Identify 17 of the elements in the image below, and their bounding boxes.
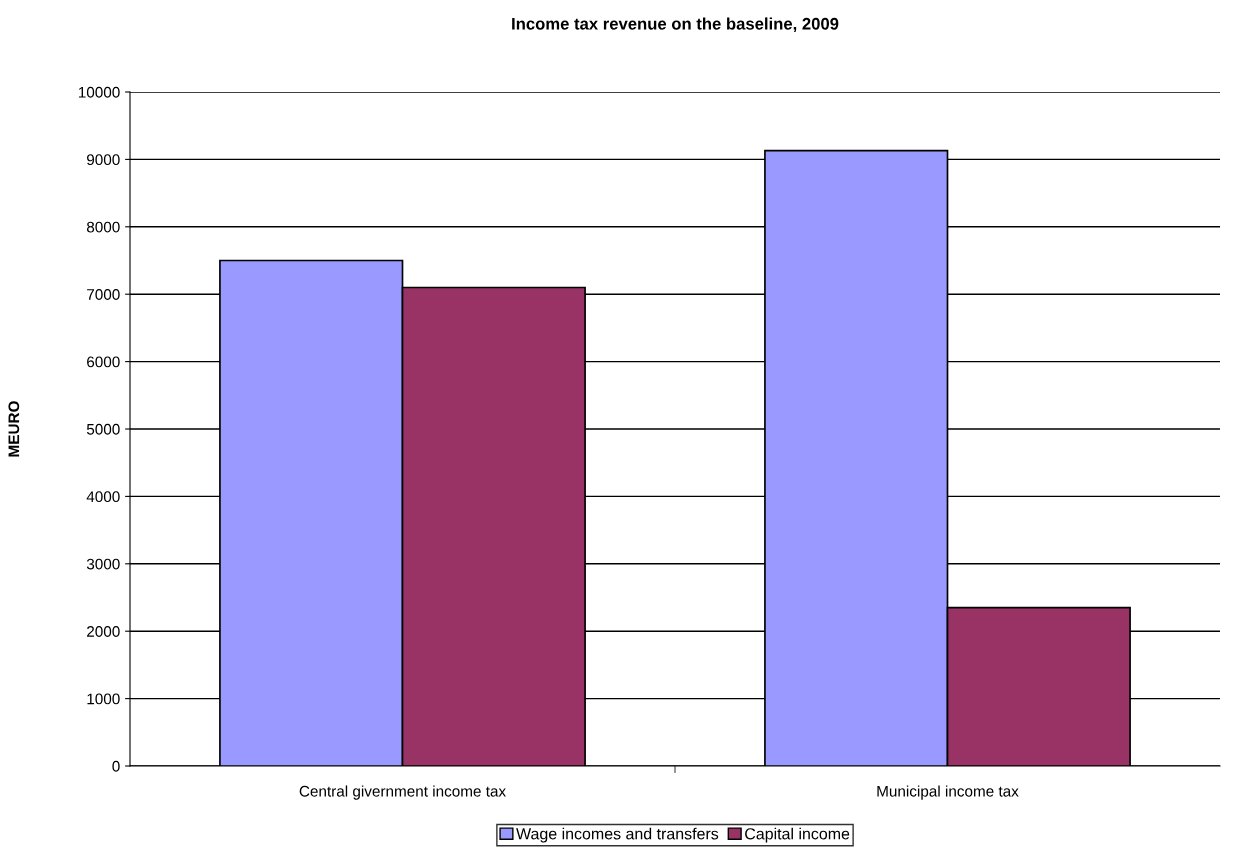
legend-label: Capital income (745, 827, 850, 843)
y-tick-label: 4000 (86, 491, 120, 503)
x-tick-label: Central givernment income tax (299, 785, 506, 800)
y-tick-label: 7000 (87, 289, 120, 300)
y-axis-title: MEURO (8, 401, 20, 457)
y-tick-label: 5000 (86, 423, 120, 435)
y-tick-label: 3000 (86, 558, 120, 570)
legend-label: Wage incomes and transfers (516, 827, 719, 843)
y-tick-label: 8000 (86, 221, 120, 233)
y-tick-label: 1000 (87, 693, 120, 705)
chart-title: Income tax revenue on the baseline, 2009 (512, 17, 839, 33)
y-tick-label: 9000 (87, 154, 120, 166)
y-tick-label: 6000 (87, 356, 120, 368)
y-tick-label: 0 (112, 760, 120, 772)
y-tick-label: 10000 (78, 86, 120, 98)
y-tick-label: 2000 (87, 626, 120, 637)
x-tick-label: Municipal income tax (877, 785, 1019, 800)
